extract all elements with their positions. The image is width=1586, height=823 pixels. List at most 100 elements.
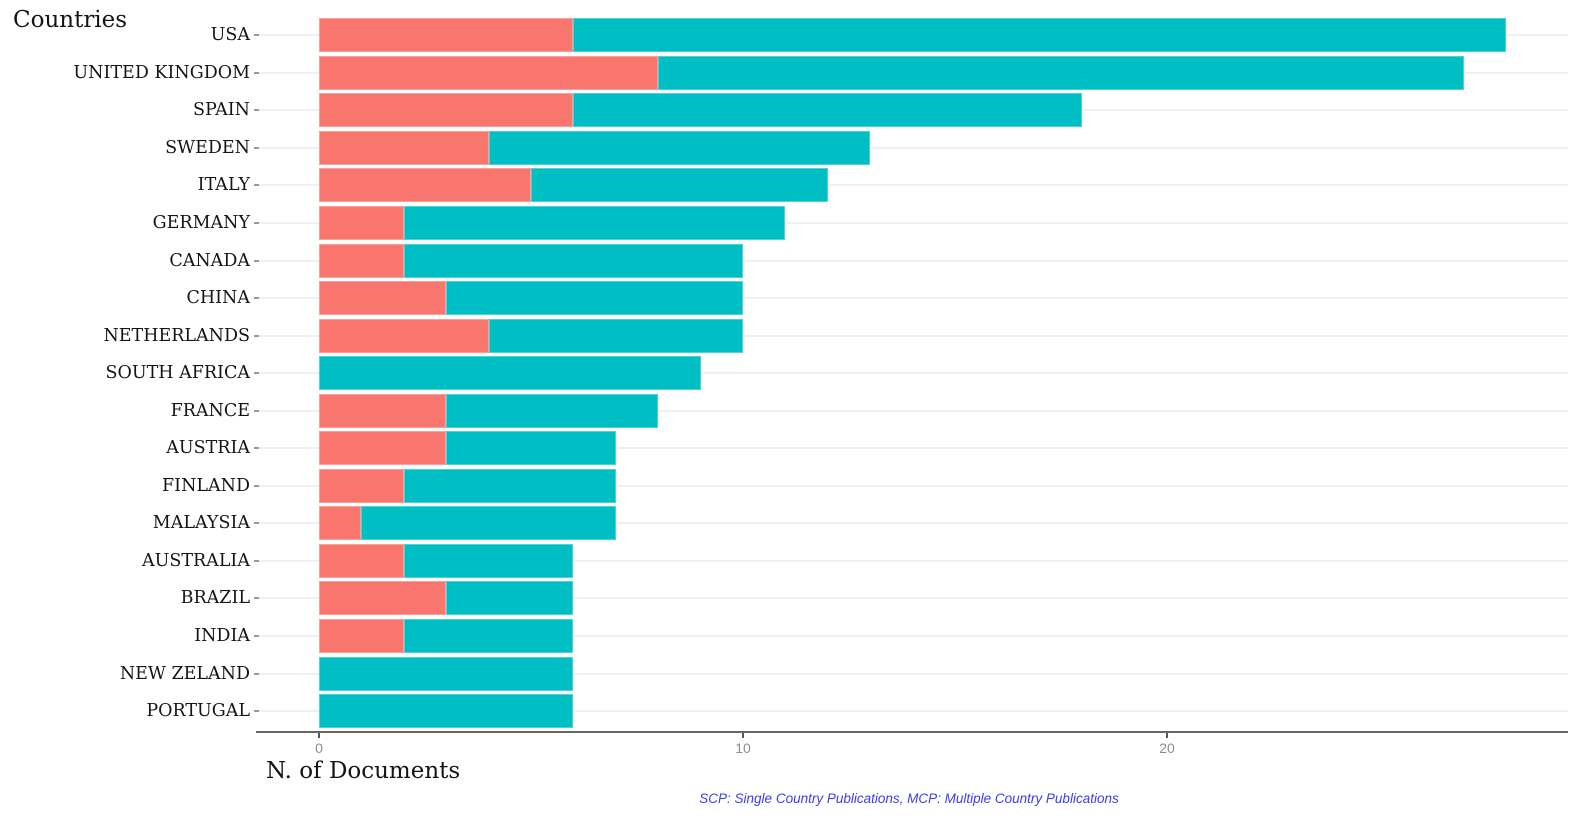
country-label-italy: ITALY — [197, 175, 250, 196]
bar-sweden-scp[interactable] — [319, 130, 489, 165]
y-tick-mark-brazil — [254, 597, 259, 600]
bar-usa-scp[interactable] — [319, 18, 574, 53]
y-tick-mark-china — [254, 297, 259, 300]
bar-malaysia-scp[interactable] — [319, 506, 362, 541]
country-label-sweden: SWEDEN — [165, 137, 250, 158]
y-gridline-portugal — [256, 710, 1568, 713]
x-tick-mark-0 — [318, 733, 320, 738]
bar-india-scp[interactable] — [319, 619, 404, 653]
y-gridline-brazil — [256, 597, 1568, 600]
y-gridline-india — [256, 635, 1568, 637]
chart-caption: SCP: Single Country Publications, MCP: M… — [699, 791, 1119, 806]
country-label-portugal: PORTUGAL — [146, 701, 250, 722]
bar-france-mcp[interactable] — [446, 393, 659, 428]
y-tick-mark-united-kingdom — [254, 71, 259, 74]
y-gridline-italy — [256, 184, 1568, 187]
bar-finland-scp[interactable] — [319, 468, 404, 503]
country-label-spain: SPAIN — [192, 100, 250, 121]
bar-france-scp[interactable] — [319, 393, 447, 428]
bar-united-kingdom-scp[interactable] — [319, 55, 659, 90]
y-gridline-france — [256, 409, 1568, 412]
country-label-south-africa: SOUTH AFRICA — [105, 363, 250, 384]
bar-sweden-mcp[interactable] — [488, 130, 871, 165]
y-gridline-malaysia — [256, 522, 1568, 525]
country-label-malaysia: MALAYSIA — [152, 513, 250, 534]
country-label-united-kingdom: UNITED KINGDOM — [73, 62, 250, 83]
bar-portugal-mcp[interactable] — [319, 694, 574, 729]
bar-canada-mcp[interactable] — [403, 243, 743, 278]
country-label-france: FRANCE — [170, 400, 250, 421]
chart-title: Countries — [13, 7, 128, 33]
x-axis-line — [256, 731, 1568, 733]
y-tick-mark-portugal — [254, 710, 259, 713]
bar-china-scp[interactable] — [319, 281, 447, 316]
country-label-australia: AUSTRALIA — [141, 550, 250, 571]
y-tick-mark-australia — [254, 559, 259, 562]
bar-brazil-mcp[interactable] — [446, 581, 574, 616]
y-gridline-china — [256, 297, 1568, 300]
bar-usa-mcp[interactable] — [573, 18, 1507, 53]
bar-brazil-scp[interactable] — [319, 581, 447, 616]
bar-australia-scp[interactable] — [319, 543, 404, 578]
bar-india-mcp[interactable] — [403, 619, 574, 653]
y-gridline-south-africa — [256, 372, 1568, 375]
country-label-germany: GERMANY — [152, 212, 250, 233]
x-tick-label-0: 0 — [315, 740, 323, 756]
y-tick-mark-austria — [254, 447, 259, 450]
y-tick-mark-netherlands — [254, 334, 259, 337]
bar-china-mcp[interactable] — [446, 281, 743, 316]
y-tick-mark-canada — [254, 259, 259, 262]
y-tick-mark-malaysia — [254, 522, 259, 525]
bar-canada-scp[interactable] — [319, 243, 404, 278]
country-label-new-zeland: NEW ZELAND — [119, 663, 250, 684]
bar-australia-mcp[interactable] — [403, 543, 574, 578]
bar-italy-scp[interactable] — [319, 168, 531, 203]
country-label-brazil: BRAZIL — [180, 588, 250, 609]
y-gridline-austria — [256, 447, 1568, 450]
y-tick-mark-france — [254, 409, 259, 412]
y-tick-mark-finland — [254, 484, 259, 487]
y-tick-mark-spain — [254, 109, 259, 112]
country-label-netherlands: NETHERLANDS — [103, 325, 250, 346]
y-gridline-netherlands — [256, 334, 1568, 337]
y-gridline-canada — [256, 259, 1568, 262]
bar-spain-scp[interactable] — [319, 93, 574, 128]
bar-netherlands-mcp[interactable] — [488, 318, 743, 353]
x-tick-label-10: 10 — [735, 740, 751, 756]
country-label-india: INDIA — [194, 626, 250, 646]
y-tick-mark-italy — [254, 184, 259, 187]
bar-united-kingdom-mcp[interactable] — [658, 55, 1464, 90]
country-label-canada: CANADA — [169, 250, 250, 271]
y-tick-mark-sweden — [254, 146, 259, 149]
bar-italy-mcp[interactable] — [531, 168, 828, 203]
country-label-austria: AUSTRIA — [166, 438, 250, 459]
y-gridline-new-zeland — [256, 672, 1568, 675]
bar-finland-mcp[interactable] — [403, 468, 616, 503]
country-label-china: CHINA — [186, 288, 250, 309]
x-axis-title: N. of Documents — [266, 758, 461, 784]
y-gridline-germany — [256, 221, 1568, 224]
x-tick-label-20: 20 — [1159, 740, 1175, 756]
y-tick-mark-india — [254, 635, 259, 637]
country-label-usa: USA — [210, 25, 250, 46]
y-tick-mark-south-africa — [254, 372, 259, 375]
bar-austria-mcp[interactable] — [446, 431, 616, 466]
x-tick-mark-10 — [742, 733, 744, 738]
y-gridline-sweden — [256, 146, 1568, 149]
bar-germany-scp[interactable] — [319, 205, 404, 240]
bar-netherlands-scp[interactable] — [319, 318, 489, 353]
country-label-finland: FINLAND — [162, 475, 250, 496]
y-tick-mark-new-zeland — [254, 672, 259, 675]
bar-new-zeland-mcp[interactable] — [319, 656, 574, 691]
bar-austria-scp[interactable] — [319, 431, 447, 466]
bar-germany-mcp[interactable] — [403, 205, 786, 240]
bar-malaysia-mcp[interactable] — [361, 506, 616, 541]
y-gridline-finland — [256, 484, 1568, 487]
bar-spain-mcp[interactable] — [573, 93, 1083, 128]
bar-south-africa-mcp[interactable] — [319, 356, 701, 391]
y-gridline-australia — [256, 559, 1568, 562]
y-tick-mark-germany — [254, 221, 259, 224]
x-tick-mark-20 — [1166, 733, 1168, 738]
